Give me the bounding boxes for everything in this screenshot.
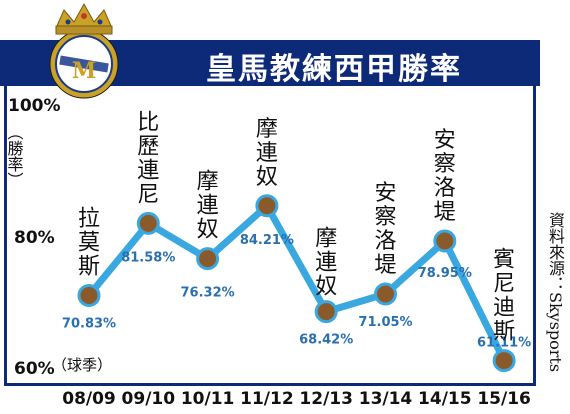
coach-name: 摩連奴 bbox=[197, 170, 219, 243]
data-point bbox=[492, 349, 516, 373]
svg-text:M: M bbox=[72, 58, 96, 84]
source-credit: 資料來源：Skysports bbox=[546, 212, 565, 373]
y-tick-label-80: 80% bbox=[14, 228, 55, 248]
x-tick-label: 13/14 bbox=[359, 389, 413, 409]
data-label: 61.11% bbox=[477, 336, 531, 351]
coach-name: 比歷連尼 bbox=[137, 110, 159, 207]
data-point bbox=[196, 247, 220, 271]
data-label: 71.05% bbox=[358, 315, 412, 330]
x-tick-label: 11/12 bbox=[240, 389, 294, 409]
x-tick-label: 10/11 bbox=[181, 389, 235, 409]
data-label: 81.58% bbox=[121, 250, 175, 265]
data-label: 78.95% bbox=[418, 266, 472, 281]
y-tick-label-100: 100% bbox=[8, 96, 61, 116]
x-tick-label: 14/15 bbox=[418, 389, 472, 409]
data-label: 76.32% bbox=[181, 286, 235, 301]
data-label: 70.83% bbox=[62, 316, 116, 331]
data-point bbox=[136, 211, 160, 235]
coach-name: 賓尼迪斯 bbox=[493, 248, 515, 345]
x-axis-label: （球季） bbox=[52, 356, 112, 374]
plot-frame bbox=[4, 86, 536, 386]
coach-name: 摩連奴 bbox=[256, 117, 278, 190]
x-tick-label: 08/09 bbox=[62, 389, 116, 409]
data-point bbox=[374, 282, 397, 306]
x-tick-label: 09/10 bbox=[122, 389, 176, 409]
coach-name: 安察洛堤 bbox=[374, 181, 396, 278]
data-point bbox=[255, 194, 279, 218]
coach-name: 拉莫斯 bbox=[78, 206, 100, 279]
data-point bbox=[314, 300, 338, 324]
coach-name: 安察洛堤 bbox=[434, 128, 456, 225]
chart-title: 皇馬教練西甲勝率 bbox=[206, 52, 462, 87]
x-tick-label: 15/16 bbox=[477, 389, 531, 409]
real-madrid-crest-icon: M bbox=[49, 2, 119, 99]
data-point bbox=[433, 229, 457, 253]
y-tick-label-60: 60% bbox=[14, 359, 55, 379]
coach-name: 摩連奴 bbox=[315, 227, 337, 300]
data-point bbox=[77, 283, 101, 307]
x-tick-label: 12/13 bbox=[299, 389, 353, 409]
y-axis-label: （勝率） bbox=[5, 124, 24, 188]
data-label: 68.42% bbox=[299, 333, 353, 348]
data-label: 84.21% bbox=[240, 233, 294, 248]
